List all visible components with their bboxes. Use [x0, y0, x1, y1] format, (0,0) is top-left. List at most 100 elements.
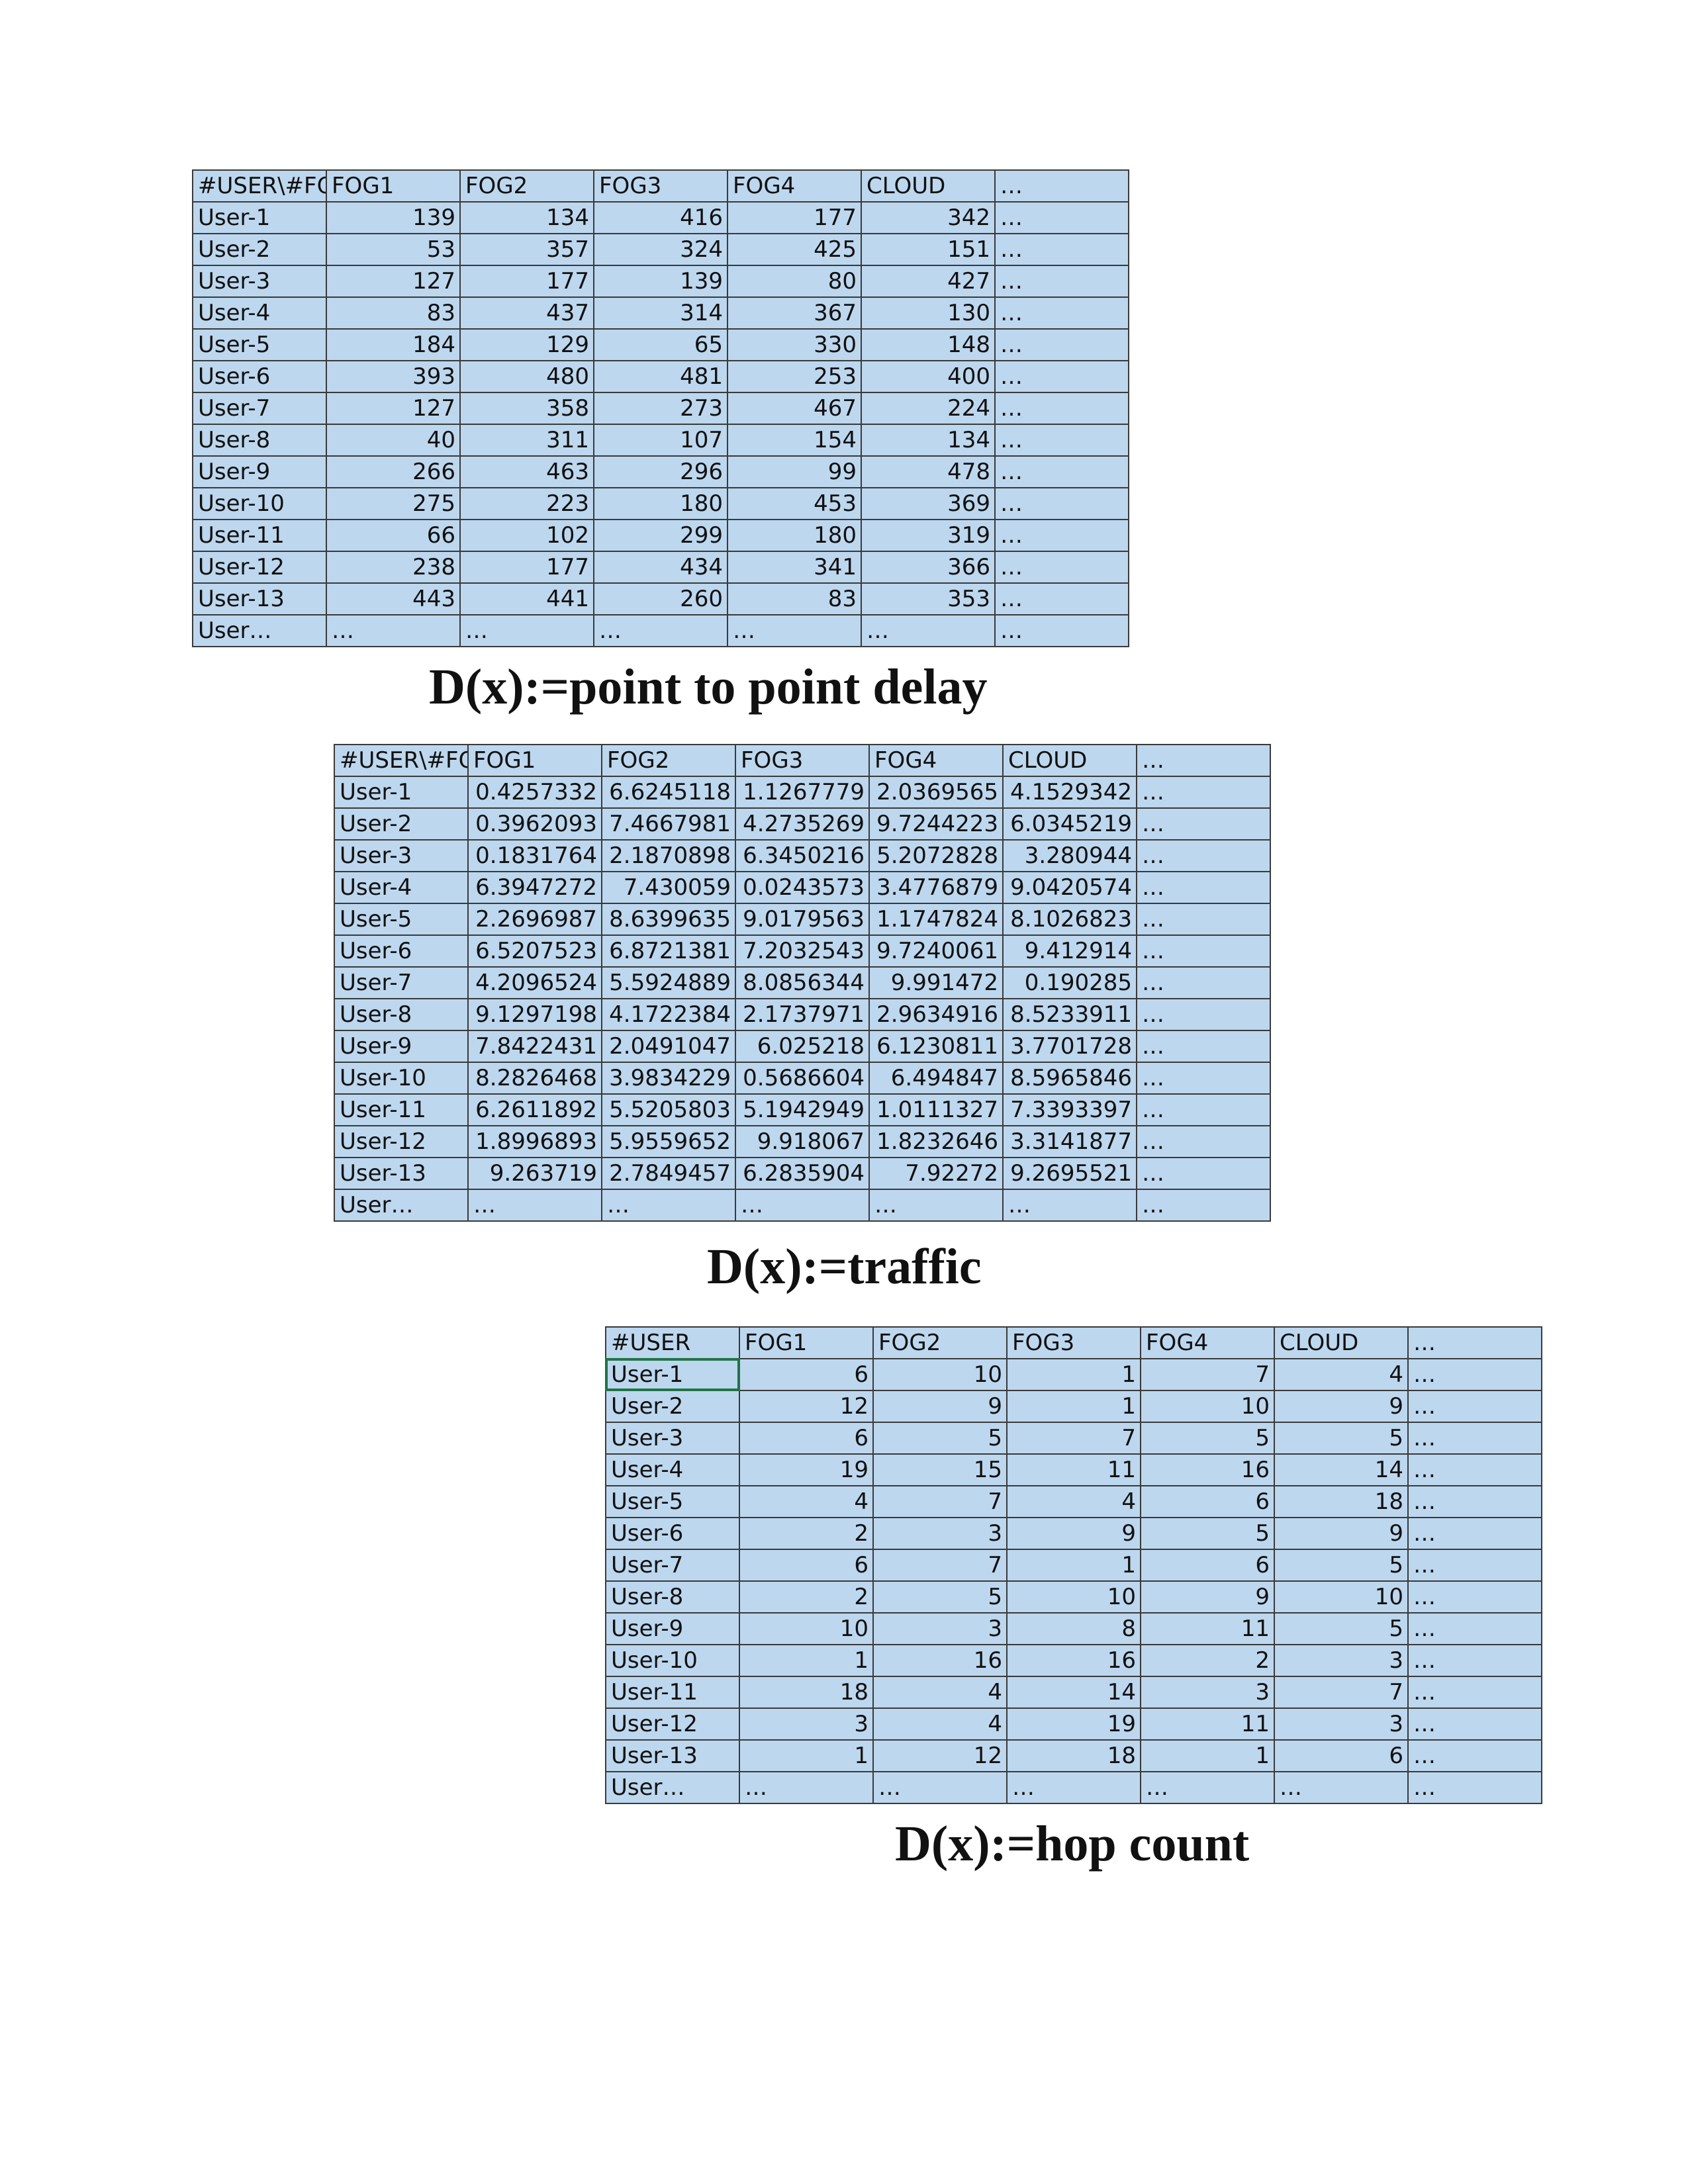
table-cell[interactable]: 6 — [1140, 1485, 1275, 1518]
row-label-cell[interactable]: User-2 — [334, 807, 469, 841]
table-cell[interactable]: 10 — [1274, 1580, 1409, 1614]
table-cell[interactable]: 0.4257332 — [467, 776, 602, 809]
row-label-cell[interactable]: User-5 — [334, 903, 469, 936]
table-cell[interactable]: 12 — [739, 1390, 874, 1423]
table-cell[interactable]: 5 — [1274, 1549, 1409, 1582]
table-cell[interactable]: 1.1267779 — [735, 776, 870, 809]
table-cell[interactable]: … — [1407, 1453, 1542, 1486]
table-cell[interactable]: 0.190285 — [1002, 966, 1137, 999]
table-cell[interactable]: 6 — [739, 1358, 874, 1391]
table-cell[interactable]: … — [1006, 1771, 1141, 1804]
row-label-cell[interactable]: User-12 — [334, 1125, 469, 1158]
row-label-cell[interactable]: User-8 — [192, 424, 327, 457]
table-cell[interactable]: 9.991472 — [868, 966, 1004, 999]
table-cell[interactable]: 83 — [326, 296, 461, 330]
row-label-cell[interactable]: User-2 — [192, 233, 327, 266]
table-cell[interactable]: 6.3450216 — [735, 839, 870, 872]
row-label-cell[interactable]: User-11 — [605, 1676, 740, 1709]
table-cell[interactable]: … — [1407, 1549, 1542, 1582]
table-cell[interactable]: 2.1737971 — [735, 998, 870, 1031]
table-cell[interactable]: 3 — [1274, 1644, 1409, 1677]
table-cell[interactable]: 134 — [861, 424, 996, 457]
table-cell[interactable]: 238 — [326, 551, 461, 584]
row-label-cell[interactable]: User-7 — [192, 392, 327, 425]
table-cell[interactable]: 7 — [1006, 1422, 1141, 1455]
table-cell[interactable]: 9.412914 — [1002, 934, 1137, 968]
table-cell[interactable]: 177 — [459, 551, 594, 584]
row-label-cell[interactable]: User-7 — [605, 1549, 740, 1582]
table-cell[interactable]: 480 — [459, 360, 594, 393]
table-cell[interactable]: 3.9834229 — [601, 1062, 736, 1095]
table-cell[interactable]: 0.5686604 — [735, 1062, 870, 1095]
table-cell[interactable]: 6.494847 — [868, 1062, 1004, 1095]
table-cell[interactable]: 5 — [872, 1422, 1008, 1455]
table-cell[interactable]: … — [1407, 1612, 1542, 1645]
table-cell[interactable]: 253 — [727, 360, 862, 393]
table-cell[interactable]: 4 — [1006, 1485, 1141, 1518]
row-label-cell[interactable]: User-3 — [192, 265, 327, 298]
column-header[interactable]: FOG4 — [727, 169, 862, 203]
table-cell[interactable]: 367 — [727, 296, 862, 330]
table-cell[interactable]: 10 — [1140, 1390, 1275, 1423]
table-cell[interactable]: 139 — [326, 201, 461, 234]
table-cell[interactable]: 11 — [1140, 1707, 1275, 1741]
table-cell[interactable]: … — [467, 1189, 602, 1222]
column-header[interactable]: FOG3 — [735, 744, 870, 777]
table-cell[interactable]: 177 — [727, 201, 862, 234]
table-cell[interactable]: 7 — [872, 1485, 1008, 1518]
table-cell[interactable]: 7 — [872, 1549, 1008, 1582]
table-cell[interactable]: 151 — [861, 233, 996, 266]
row-label-cell[interactable]: User-13 — [605, 1739, 740, 1772]
row-label-cell[interactable]: User-6 — [192, 360, 327, 393]
table-cell[interactable]: 7.430059 — [601, 871, 736, 904]
table-cell[interactable]: 6 — [1140, 1549, 1275, 1582]
row-label-cell[interactable]: User-10 — [192, 487, 327, 520]
column-header[interactable]: FOG3 — [593, 169, 728, 203]
table-cell[interactable]: 177 — [459, 265, 594, 298]
table-cell[interactable]: … — [459, 614, 594, 647]
table-cell[interactable]: 16 — [1140, 1453, 1275, 1486]
table-cell[interactable]: … — [1140, 1771, 1275, 1804]
table-cell[interactable]: 4.2735269 — [735, 807, 870, 841]
table-cell[interactable]: 5.5205803 — [601, 1093, 736, 1126]
table-cell[interactable]: 425 — [727, 233, 862, 266]
table-cell[interactable]: 3 — [1140, 1676, 1275, 1709]
table-cell[interactable]: 5.2072828 — [868, 839, 1004, 872]
table-cell[interactable]: 129 — [459, 328, 594, 361]
table-cell[interactable]: 2.0369565 — [868, 776, 1004, 809]
table-cell[interactable]: 427 — [861, 265, 996, 298]
table-cell[interactable]: 6.5207523 — [467, 934, 602, 968]
table-cell[interactable]: 9 — [872, 1390, 1008, 1423]
table-cell[interactable]: … — [1136, 998, 1271, 1031]
table-cell[interactable]: 19 — [1006, 1707, 1141, 1741]
row-label-cell[interactable]: User-1 — [334, 776, 469, 809]
table-cell[interactable]: … — [1407, 1485, 1542, 1518]
table-cell[interactable]: 2 — [1140, 1644, 1275, 1677]
table-cell[interactable]: 5.1942949 — [735, 1093, 870, 1126]
row-label-cell[interactable]: User-4 — [334, 871, 469, 904]
table-cell[interactable]: 2 — [739, 1580, 874, 1614]
table-cell[interactable]: … — [994, 614, 1129, 647]
table-cell[interactable]: 139 — [593, 265, 728, 298]
table-cell[interactable]: 180 — [593, 487, 728, 520]
table-cell[interactable]: … — [1407, 1707, 1542, 1741]
table-cell[interactable]: 223 — [459, 487, 594, 520]
table-cell[interactable]: 4 — [1274, 1358, 1409, 1391]
table-cell[interactable]: 134 — [459, 201, 594, 234]
table-cell[interactable]: … — [994, 360, 1129, 393]
row-label-cell[interactable]: User-4 — [192, 296, 327, 330]
table-cell[interactable]: … — [1136, 807, 1271, 841]
table-cell[interactable]: 441 — [459, 582, 594, 615]
table-cell[interactable]: 393 — [326, 360, 461, 393]
table-cell[interactable]: … — [994, 265, 1129, 298]
table-cell[interactable]: 3.4776879 — [868, 871, 1004, 904]
table-cell[interactable]: 6.2835904 — [735, 1157, 870, 1190]
table-cell[interactable]: 443 — [326, 582, 461, 615]
table-cell[interactable]: … — [1407, 1390, 1542, 1423]
table-cell[interactable]: 4.1722384 — [601, 998, 736, 1031]
table-cell[interactable]: … — [872, 1771, 1008, 1804]
column-header[interactable]: … — [1407, 1326, 1542, 1359]
table-cell[interactable]: 366 — [861, 551, 996, 584]
table-cell[interactable]: 180 — [727, 519, 862, 552]
table-cell[interactable]: … — [994, 582, 1129, 615]
